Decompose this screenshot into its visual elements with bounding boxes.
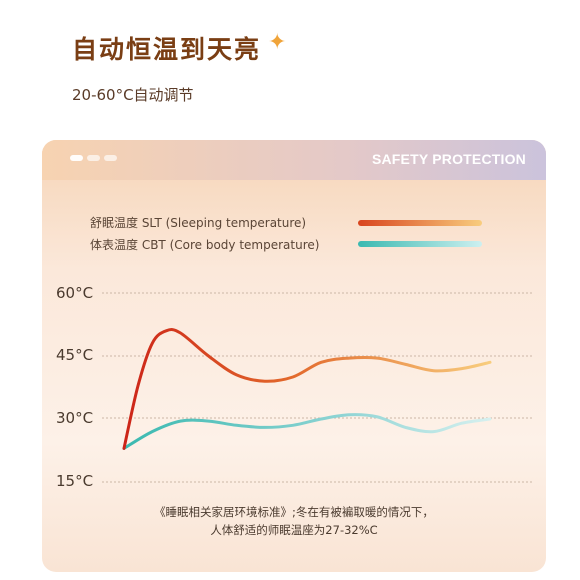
legend-swatch-slt: [358, 220, 482, 226]
dot-2: [87, 155, 100, 161]
y-tick-30: 30°C: [56, 409, 94, 427]
legend-label-slt: 舒眠温度 SLT (Sleeping temperature): [90, 216, 307, 230]
y-tick-15: 15°C: [56, 472, 94, 490]
card-header: SAFETY PROTECTION: [42, 140, 546, 180]
plot-area: [102, 292, 532, 483]
legend-label-cbt: 体表温度 CBT (Core body temperature): [90, 238, 320, 252]
series-line-cbt: [122, 413, 492, 450]
legend-swatch-cbt: [358, 241, 482, 247]
safety-badge: SAFETY PROTECTION: [371, 151, 526, 167]
y-tick-60: 60°C: [56, 284, 94, 302]
series-line-slt: [122, 328, 492, 450]
page-subtitle: 20-60°C自动调节: [72, 86, 194, 104]
chart-card: SAFETY PROTECTION 舒眠温度 SLT (Sleeping tem…: [42, 140, 546, 572]
sparkle-icon: ✦: [268, 30, 287, 55]
footnote-line-1: 《睡眠相关家居环境标准》;冬在有被褊取暖的情况下，: [154, 505, 434, 519]
dot-3: [104, 155, 117, 161]
dot-1: [70, 155, 83, 161]
y-tick-45: 45°C: [56, 346, 94, 364]
page-title: 自动恒温到天亮: [72, 35, 262, 64]
window-dots: [70, 155, 117, 161]
footnote-line-2: 人体舒适的师眠温座为27-32%C: [210, 523, 378, 537]
grid-lines: [102, 292, 532, 483]
